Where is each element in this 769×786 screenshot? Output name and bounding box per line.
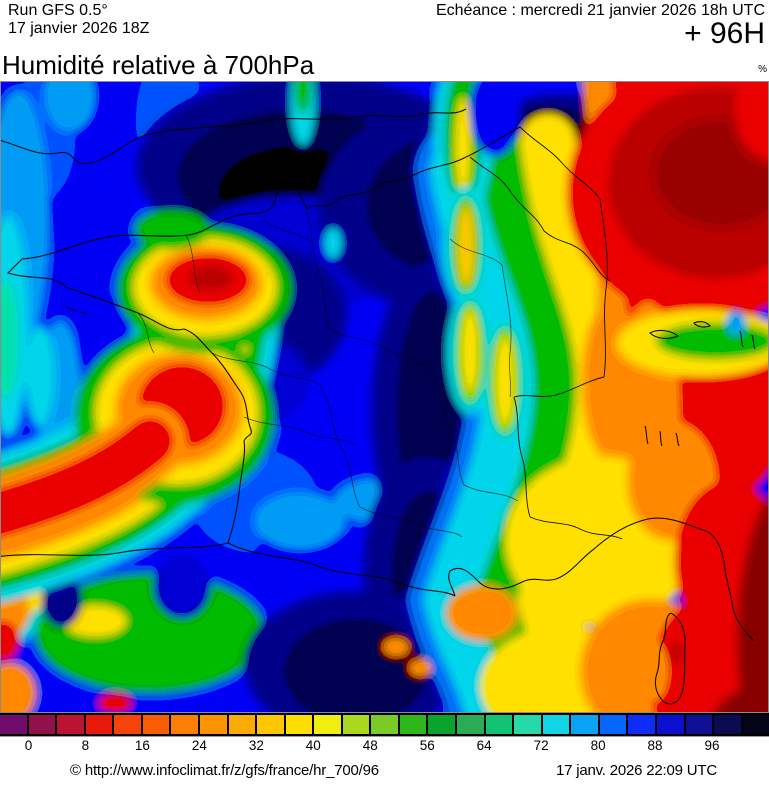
colorbar-cell (714, 715, 743, 734)
model-run-datetime: 17 janvier 2026 18Z (8, 20, 150, 37)
colorbar-tick-labels: 0 8 16 24 32 40 48 56 64 72 80 88 96 (0, 738, 769, 754)
page-title: Humidité relative à 700hPa (2, 50, 315, 80)
humidity-field (0, 81, 769, 713)
colorbar-tick-label: 96 (704, 738, 720, 753)
colorbar-cell (571, 715, 600, 734)
colorbar-cell (457, 715, 486, 734)
colorbar-tick-label: 64 (476, 738, 492, 753)
colorbar-cell (28, 715, 58, 734)
humidity-colorbar (0, 713, 769, 736)
colorbar-cell (514, 715, 543, 734)
humidity-map (0, 81, 769, 713)
colorbar-tick-label: 0 (24, 738, 33, 753)
lake-geneva (649, 329, 680, 339)
colorbar-cell (199, 715, 229, 734)
colorbar-cell (599, 715, 629, 734)
colorbar-tick-label: 48 (362, 738, 378, 753)
colorbar-cell (628, 715, 657, 734)
colorbar-tick-label: 16 (134, 738, 150, 753)
colorbar-tick-label: 80 (590, 738, 606, 753)
colorbar-tick-label: 88 (647, 738, 663, 753)
colorbar-cell (85, 715, 115, 734)
colorbar-cell (485, 715, 515, 734)
footer: © http://www.infoclimat.fr/z/gfs/france/… (0, 762, 769, 782)
colorbar-cell (57, 715, 86, 734)
colorbar-tick-label: 72 (533, 738, 549, 753)
lead-time-label: + 96H (684, 17, 765, 50)
colorbar-tick-label: 32 (248, 738, 264, 753)
colorbar-tick-label: 56 (419, 738, 435, 753)
colorbar-cell (114, 715, 143, 734)
pyrenees-border (227, 542, 456, 597)
colorbar-cell (257, 715, 286, 734)
france-coastline (0, 126, 521, 558)
colorbar-cell (685, 715, 715, 734)
department-borders (137, 208, 519, 538)
coastline-layer (0, 108, 756, 705)
valid-time-block: Echéance : mercredi 21 janvier 2026 18h … (435, 2, 765, 50)
colorbar-cell (742, 715, 769, 734)
model-run-block: Run GFS 0.5° 17 janvier 2026 18Z (8, 2, 149, 38)
colorbar-tick-label: 8 (81, 738, 90, 753)
corsica-coastline (654, 612, 686, 705)
generated-timestamp: 17 janv. 2026 22:09 UTC (555, 762, 717, 779)
unit-label: % (758, 64, 767, 75)
england-coastline (0, 108, 467, 165)
colorbar-cell (399, 715, 429, 734)
colorbar-cell (314, 715, 343, 734)
italian-lakes (644, 330, 756, 447)
colorbar-cell (656, 715, 686, 734)
humidity-field-svg (0, 81, 769, 713)
colorbar-tick-label: 24 (191, 738, 207, 753)
national-borders (469, 126, 623, 540)
colorbar-cell (142, 715, 172, 734)
colorbar-cell (228, 715, 258, 734)
colorbar-cell (371, 715, 400, 734)
colorbar-cell (171, 715, 200, 734)
colorbar-cell (285, 715, 315, 734)
islands (65, 306, 88, 315)
colorbar-cell (0, 715, 29, 734)
colorbar-cell (542, 715, 572, 734)
lake-neuchatel (693, 321, 711, 328)
mediterranean-coastline (448, 517, 755, 642)
colorbar-cell (428, 715, 457, 734)
source-url: © http://www.infoclimat.fr/z/gfs/france/… (70, 762, 379, 779)
colorbar-cell (342, 715, 372, 734)
colorbar-tick-label: 40 (305, 738, 321, 753)
model-run-label: Run GFS 0.5° (8, 2, 108, 19)
valid-time-label: Echéance : mercredi 21 janvier 2026 18h … (435, 2, 765, 19)
